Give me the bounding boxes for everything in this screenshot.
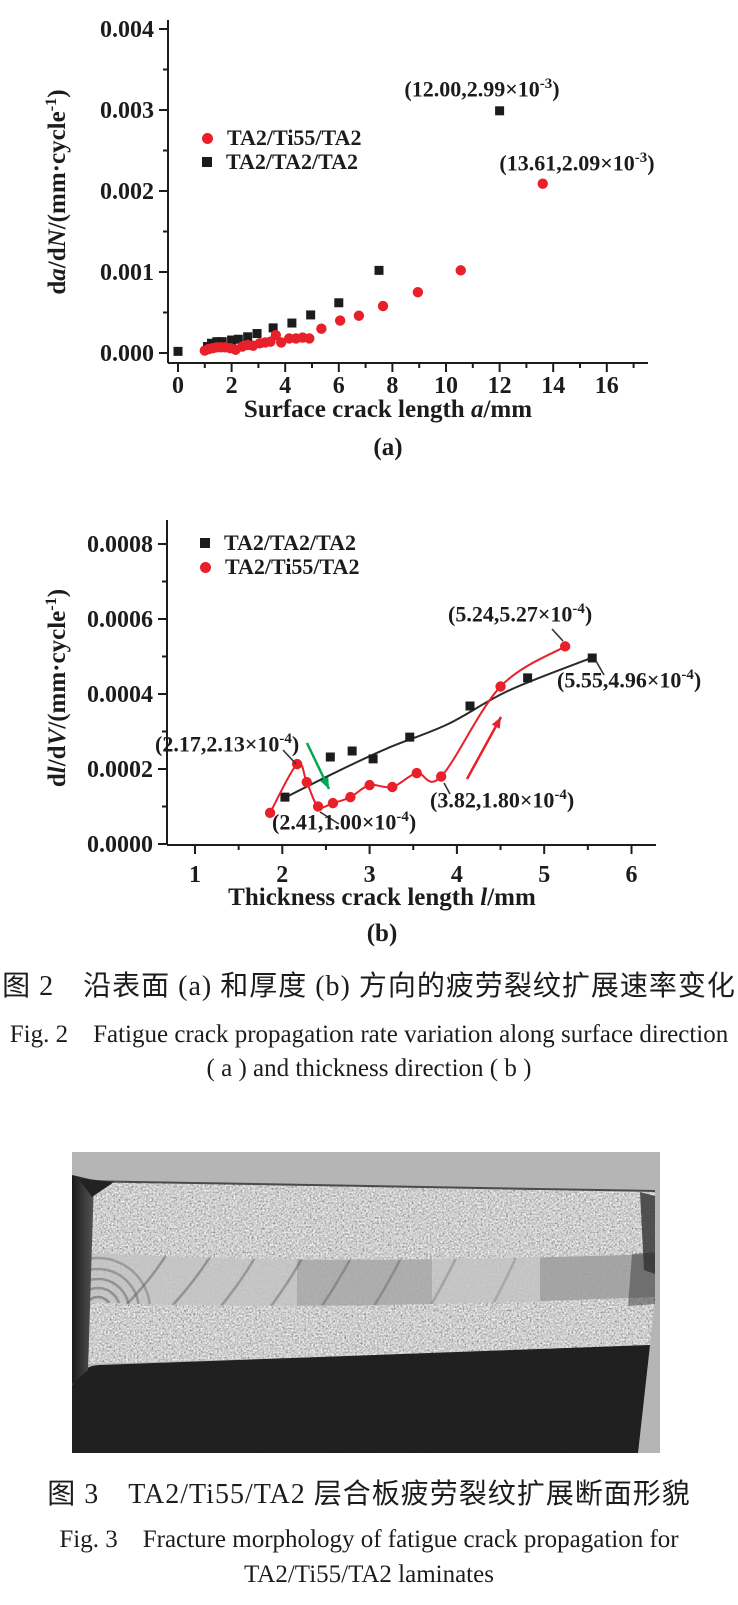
series-circle-points (199, 178, 548, 356)
svg-text:2: 2 (276, 862, 288, 888)
svg-text:0.0002: 0.0002 (87, 757, 153, 783)
svg-text:0.004: 0.004 (100, 17, 154, 43)
annotation-2.41: (2.41,1.00×10-4) (272, 809, 417, 835)
legend-item: TA2/Ti55/TA2 (200, 554, 360, 579)
tick-labels: 0 2 4 6 8 10 12 14 16 0.000 0.001 0.002 0.003 0.004 (100, 17, 619, 399)
tick-labels: 1 2 3 4 5 6 0.0000 0.0002 0.0004 0.0006 0.0008 (87, 532, 638, 888)
svg-text:0: 0 (172, 373, 184, 399)
svg-text:4: 4 (279, 373, 291, 399)
chart-a-x-axis-label: Surface crack length a/mm (243, 396, 533, 423)
svg-text:3: 3 (364, 862, 376, 888)
legend-label: TA2/Ti55/TA2 (225, 554, 360, 579)
chart-a-y-axis-label: da/dN/(mm·cycle-1) (41, 89, 72, 295)
svg-text:8: 8 (386, 373, 398, 399)
left-edge (72, 1175, 94, 1384)
svg-text:4: 4 (451, 862, 463, 888)
annotation-leader-lines (282, 628, 605, 825)
svg-text:0.002: 0.002 (100, 179, 154, 205)
annotation-2.17: (2.17,2.13×10-4) (155, 731, 300, 757)
svg-text:0.0006: 0.0006 (87, 607, 153, 633)
tick-marks (159, 28, 635, 372)
series-square-points (280, 653, 597, 802)
axes (167, 20, 648, 364)
#00a84f-arrowhead-icon (320, 777, 329, 789)
svg-text:2: 2 (226, 373, 238, 399)
fig3-caption-en-line2: TA2/Ti55/TA2 laminates (244, 1561, 494, 1588)
tick-marks (158, 543, 633, 854)
chart-b-legend: TA2/TA2/TA2 TA2/Ti55/TA2 (200, 530, 360, 579)
top-speckle-band (80, 1181, 655, 1264)
svg-text:0.000: 0.000 (100, 341, 154, 367)
legend-item: TA2/TA2/TA2 (200, 530, 359, 555)
annotation-13.61: (13.61,2.09×10-3) (499, 150, 655, 176)
chart-a-legend: TA2/Ti55/TA2 TA2/TA2/TA2 (202, 125, 362, 174)
svg-text:6: 6 (333, 373, 345, 399)
svg-text:1: 1 (189, 862, 201, 888)
panel-b-label: (b) (366, 920, 398, 947)
fracture-photo (72, 1152, 660, 1453)
red-circle-marker-icon (202, 132, 213, 144)
svg-text:16: 16 (595, 373, 619, 399)
annotation-5.24: (5.24,5.27×10-4) (448, 601, 593, 627)
top-left-notch (78, 1178, 114, 1197)
chart-b-plot: 1 2 3 4 5 6 0.0000 0.0002 0.0004 0.0006 0.0008 (87, 520, 656, 888)
legend-label: TA2/TA2/TA2 (224, 530, 357, 555)
bottom-speckle-band (80, 1297, 655, 1364)
panel-a-label: (a) (373, 434, 403, 461)
svg-text:12: 12 (488, 373, 512, 399)
right-edge-streak (640, 1192, 655, 1274)
specimen-top-edge (79, 1180, 656, 1192)
legend-item: TA2/TA2/TA2 (202, 149, 361, 174)
chart-a-plot: 0 2 4 6 8 10 12 14 16 0.000 0.001 0.002 0.003 0.004 (100, 17, 648, 399)
svg-text:14: 14 (541, 373, 565, 399)
svg-text:0.003: 0.003 (100, 98, 154, 124)
fig2-caption-zh: 图 2 沿表面 (a) 和厚度 (b) 方向的疲劳裂纹扩展速率变化 (2, 971, 736, 1002)
svg-text:0.0004: 0.0004 (87, 682, 153, 708)
svg-text:0.0008: 0.0008 (87, 532, 153, 558)
right-dark-patch (628, 1252, 655, 1306)
chart-b-x-axis-label: Thickness crack length l/mm (228, 884, 536, 911)
red-circle-marker-icon (200, 561, 211, 573)
fig2-caption-en-line2: ( a ) and thickness direction ( b ) (206, 1055, 532, 1082)
annotation-3.82: (3.82,1.80×10-4) (430, 787, 575, 813)
fig2-caption-en-line1: Fig. 2 Fatigue crack propagation rate va… (9, 1021, 729, 1048)
fig3-caption-en-line1: Fig. 3 Fracture morphology of fatigue cr… (59, 1526, 679, 1553)
svg-text:6: 6 (626, 862, 638, 888)
#e8202a-arrowhead-icon (491, 717, 501, 729)
annotation-12.00: (12.00,2.99×10-3) (404, 76, 560, 102)
black-fit-curve (281, 656, 593, 800)
#e8202a-arrow-icon (465, 716, 503, 780)
fig3-caption-zh: 图 3 TA2/Ti55/TA2 层合板疲劳裂纹扩展断面形貌 (47, 1479, 691, 1510)
legend-item: TA2/Ti55/TA2 (202, 125, 362, 150)
svg-text:0.0000: 0.0000 (87, 832, 153, 858)
black-square-marker-icon (200, 538, 210, 548)
svg-text:0.001: 0.001 (100, 260, 154, 286)
chart-b-y-axis-label: dl/dV/(mm·cycle-1) (41, 588, 72, 788)
svg-text:10: 10 (434, 373, 458, 399)
axes (166, 520, 656, 846)
annotation-5.55: (5.55,4.96×10-4) (557, 667, 702, 693)
svg-text:5: 5 (538, 862, 550, 888)
shadow-texture (72, 1345, 650, 1453)
legend-label: TA2/TA2/TA2 (226, 149, 359, 174)
black-square-marker-icon (202, 157, 212, 167)
fatigue-band (80, 1252, 655, 1310)
legend-label: TA2/Ti55/TA2 (227, 125, 362, 150)
